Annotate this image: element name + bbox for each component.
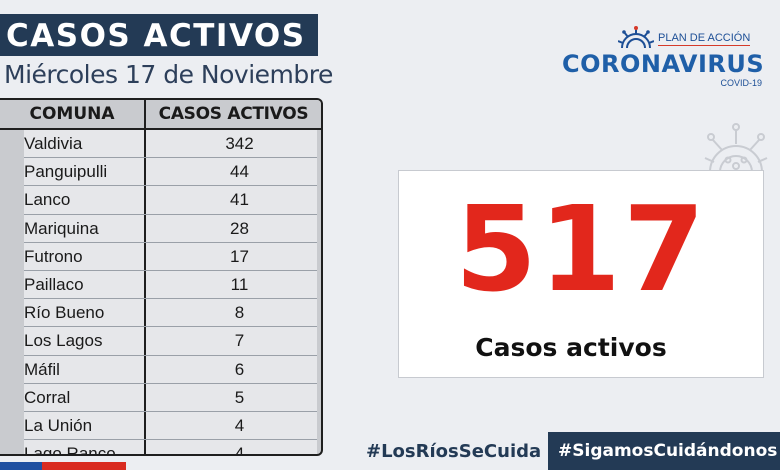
- flag-stripe: [0, 462, 126, 470]
- logo-plan-text: PLAN DE ACCIÓN: [658, 32, 751, 46]
- casos-cell: 44: [230, 162, 249, 182]
- total-number: 517: [454, 180, 708, 318]
- casos-cell: 17: [230, 246, 249, 266]
- title-banner: CASOS ACTIVOS: [0, 14, 318, 56]
- cases-table: COMUNA CASOS ACTIVOS Valdivia 342 Panguipu…: [0, 98, 323, 456]
- table-row: Corral 5: [24, 383, 317, 412]
- table-row: La Unión 4: [24, 411, 317, 441]
- casos-cell: 41: [230, 190, 249, 210]
- virus-icon: [618, 26, 654, 48]
- table-row: Paillaco 11: [24, 270, 317, 300]
- table-row: Lanco 41: [24, 186, 317, 215]
- table-row: Mariquina 28: [24, 214, 317, 243]
- comuna-cell: Lago Ranco: [24, 440, 146, 454]
- casos-cell: 5: [234, 387, 245, 407]
- casos-cell: 28: [230, 218, 249, 238]
- comuna-cell: Paillaco: [24, 270, 146, 299]
- casos-cell: 8: [234, 303, 245, 323]
- hashtag-sigamos: #SigamosCuidándonos: [548, 432, 780, 470]
- comuna-cell: Panguipulli: [24, 158, 146, 186]
- table-row: Río Bueno 8: [24, 299, 317, 328]
- logo-main-text: CORONAVIRUS: [562, 50, 765, 78]
- total-label: Casos activos: [475, 333, 667, 362]
- table-body: Valdivia 342 Panguipulli 44 Lanco 41 Mariquina…: [24, 130, 317, 456]
- comuna-cell: Valdivia: [24, 130, 146, 158]
- comuna-cell: Mariquina: [24, 214, 146, 242]
- comuna-cell: Máfil: [24, 355, 146, 383]
- comuna-cell: Lanco: [24, 186, 146, 214]
- table-row: Los Lagos 7: [24, 327, 317, 356]
- virus-decoration-icon: [704, 123, 768, 172]
- total-card: 517 Casos activos: [398, 170, 764, 378]
- hashtag-los-rios: #LosRíosSeCuida: [366, 441, 542, 462]
- comuna-cell: Río Bueno: [24, 299, 146, 327]
- casos-cell: 4: [234, 415, 245, 435]
- casos-cell: 11: [230, 274, 249, 294]
- casos-cell: 342: [225, 134, 254, 153]
- column-header-comuna: COMUNA: [0, 100, 146, 128]
- table-header: COMUNA CASOS ACTIVOS: [0, 100, 321, 130]
- comuna-cell: Corral: [24, 383, 146, 411]
- casos-cell: 4: [234, 444, 245, 456]
- table-row: Lago Ranco 4: [24, 440, 317, 456]
- column-header-casos: CASOS ACTIVOS: [158, 104, 309, 124]
- coronavirus-logo: PLAN DE ACCIÓN CORONAVIRUS COVID-19: [560, 24, 770, 94]
- table-row: Panguipulli 44: [24, 158, 317, 187]
- comuna-cell: La Unión: [24, 411, 146, 440]
- comuna-cell: Futrono: [24, 242, 146, 270]
- casos-cell: 6: [234, 359, 245, 379]
- table-row: Futrono 17: [24, 242, 317, 271]
- logo-sub-text: COVID-19: [720, 78, 762, 88]
- table-row: Máfil 6: [24, 355, 317, 384]
- casos-cell: 7: [234, 331, 245, 351]
- table-row: Valdivia 342: [24, 130, 317, 159]
- comuna-cell: Los Lagos: [24, 327, 146, 355]
- date-line: Miércoles 17 de Noviembre: [4, 60, 333, 89]
